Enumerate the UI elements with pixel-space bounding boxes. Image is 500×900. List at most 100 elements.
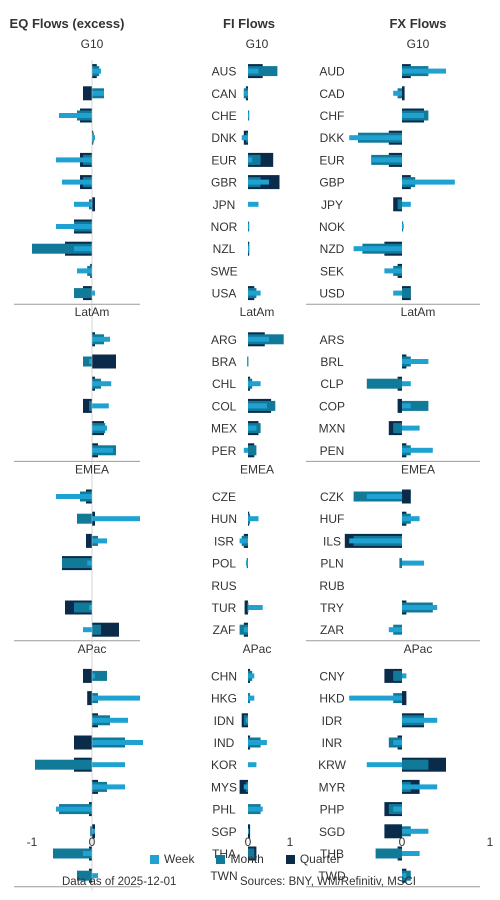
bar-fi-week [248,68,259,74]
group-header-fi: EMEA [240,462,274,476]
row-label-fx: PEN [320,444,345,458]
row-label-fx: THB [320,847,344,861]
bar-fi-week [248,516,259,522]
group-header-eq: LatAm [75,305,110,319]
bar-fi-month [248,848,255,859]
row-label-fx: GBP [319,176,344,190]
bar-eq-week [92,740,143,745]
bar-eq-month [90,826,92,837]
bar-fi-week [248,179,269,185]
bar-eq-week [77,268,92,274]
bar-fx-week [402,359,429,364]
bar-fi-week [248,403,267,409]
bar-fi-week [248,224,250,229]
bar-eq-week [92,762,125,768]
row-label-fx: CNY [319,669,344,683]
bar-fi-week [248,762,257,768]
bar-fx-week [388,627,402,633]
row-label-fx: COP [319,399,345,413]
bar-fi-week [243,90,248,96]
row-label-fi: MEX [211,422,237,436]
bar-fx-week [393,290,402,296]
group-header-fx: G10 [407,37,430,51]
row-label-fx: NZD [320,242,345,256]
bar-eq-week [92,336,110,342]
bar-eq-week [83,851,92,856]
bar-fx-month [375,848,402,859]
bar-fi-week [248,381,261,387]
legend-swatch-quarter [285,854,295,864]
row-label-fx: USD [319,287,345,301]
legend-swatch-month [216,854,226,864]
bar-eq-quarter [92,197,95,212]
row-label-fx: INR [322,736,343,750]
bar-fx-week [393,806,402,812]
row-label-fx: HUF [320,512,345,526]
bar-eq-week [87,560,92,566]
legend: Week Month Quarter [150,852,341,866]
bar-fx-month [397,199,402,210]
bar-fx-week [349,538,402,544]
bar-fx-month [393,423,402,434]
row-label-fx: NOK [319,220,345,234]
bar-fi-week [248,673,255,679]
bar-eq-week [92,873,98,879]
bar-eq-month [74,288,92,299]
bar-fx-week [371,157,402,163]
row-label-fi: CHN [211,669,237,683]
row-label-fx: KRW [318,758,346,772]
row-label-fi: CAN [211,87,236,101]
bar-fi-week [248,605,263,610]
bar-fi-week [245,560,248,566]
tick-label-fx: 1 [487,835,494,849]
tick-label-eq: -1 [27,835,38,849]
tick-label-fi: 0 [245,835,252,849]
bar-eq-week [92,425,107,431]
row-label-fi: EUR [211,153,237,167]
bar-eq-month [92,624,101,635]
bar-fi-week [248,290,261,296]
row-label-fi: JPN [213,198,236,212]
bar-fi-week [239,538,248,544]
bar-eq-week [92,516,140,522]
bar-fi-week [248,246,250,252]
bar-fi-week [243,784,248,790]
row-label-fi: DNK [211,131,236,145]
row-label-fx: ZAR [320,623,344,637]
text-layer: G10 G10 G10 AUS AUD CAN CAD CHE CHF DNK DKK EUR EUR G… [10,16,494,883]
bar-eq-month [92,670,107,681]
row-label-fi: NOR [211,220,238,234]
bar-eq-week [92,695,140,701]
row-label-fx: MXN [319,422,346,436]
legend-label-month: Month [230,852,264,866]
bar-fi-week [245,717,248,723]
row-label-fx: TRY [320,601,344,615]
bar-eq-week [74,246,92,252]
row-label-fx: BRL [320,355,344,369]
bar-fx-week [402,425,420,431]
row-label-fi: CHL [212,377,236,391]
bar-fi-week [248,157,253,163]
bar-fx-quarter [384,824,402,839]
bar-eq-month [53,848,92,859]
row-label-fi: COL [212,399,237,413]
bar-fx-month [366,378,402,389]
bar-fi-week [248,113,250,118]
bar-eq-quarter [83,398,92,413]
legend-item-quarter: Quarter [285,852,341,866]
bar-eq-month [77,870,92,881]
row-label-fi: USA [212,287,237,301]
bar-fx-week [402,717,438,723]
bar-eq-week [92,68,101,74]
bar-fx-week [402,673,407,679]
bar-eq-week [74,201,92,207]
bar-eq-week [92,403,109,409]
legend-item-month: Month [216,852,264,866]
bar-eq-week [92,135,95,141]
group-header-fi: G10 [246,37,269,51]
bar-eq-week [62,179,92,185]
row-label-fi: SWE [210,264,237,278]
row-label-fi: CZE [212,490,236,504]
bar-eq-month [62,558,92,569]
